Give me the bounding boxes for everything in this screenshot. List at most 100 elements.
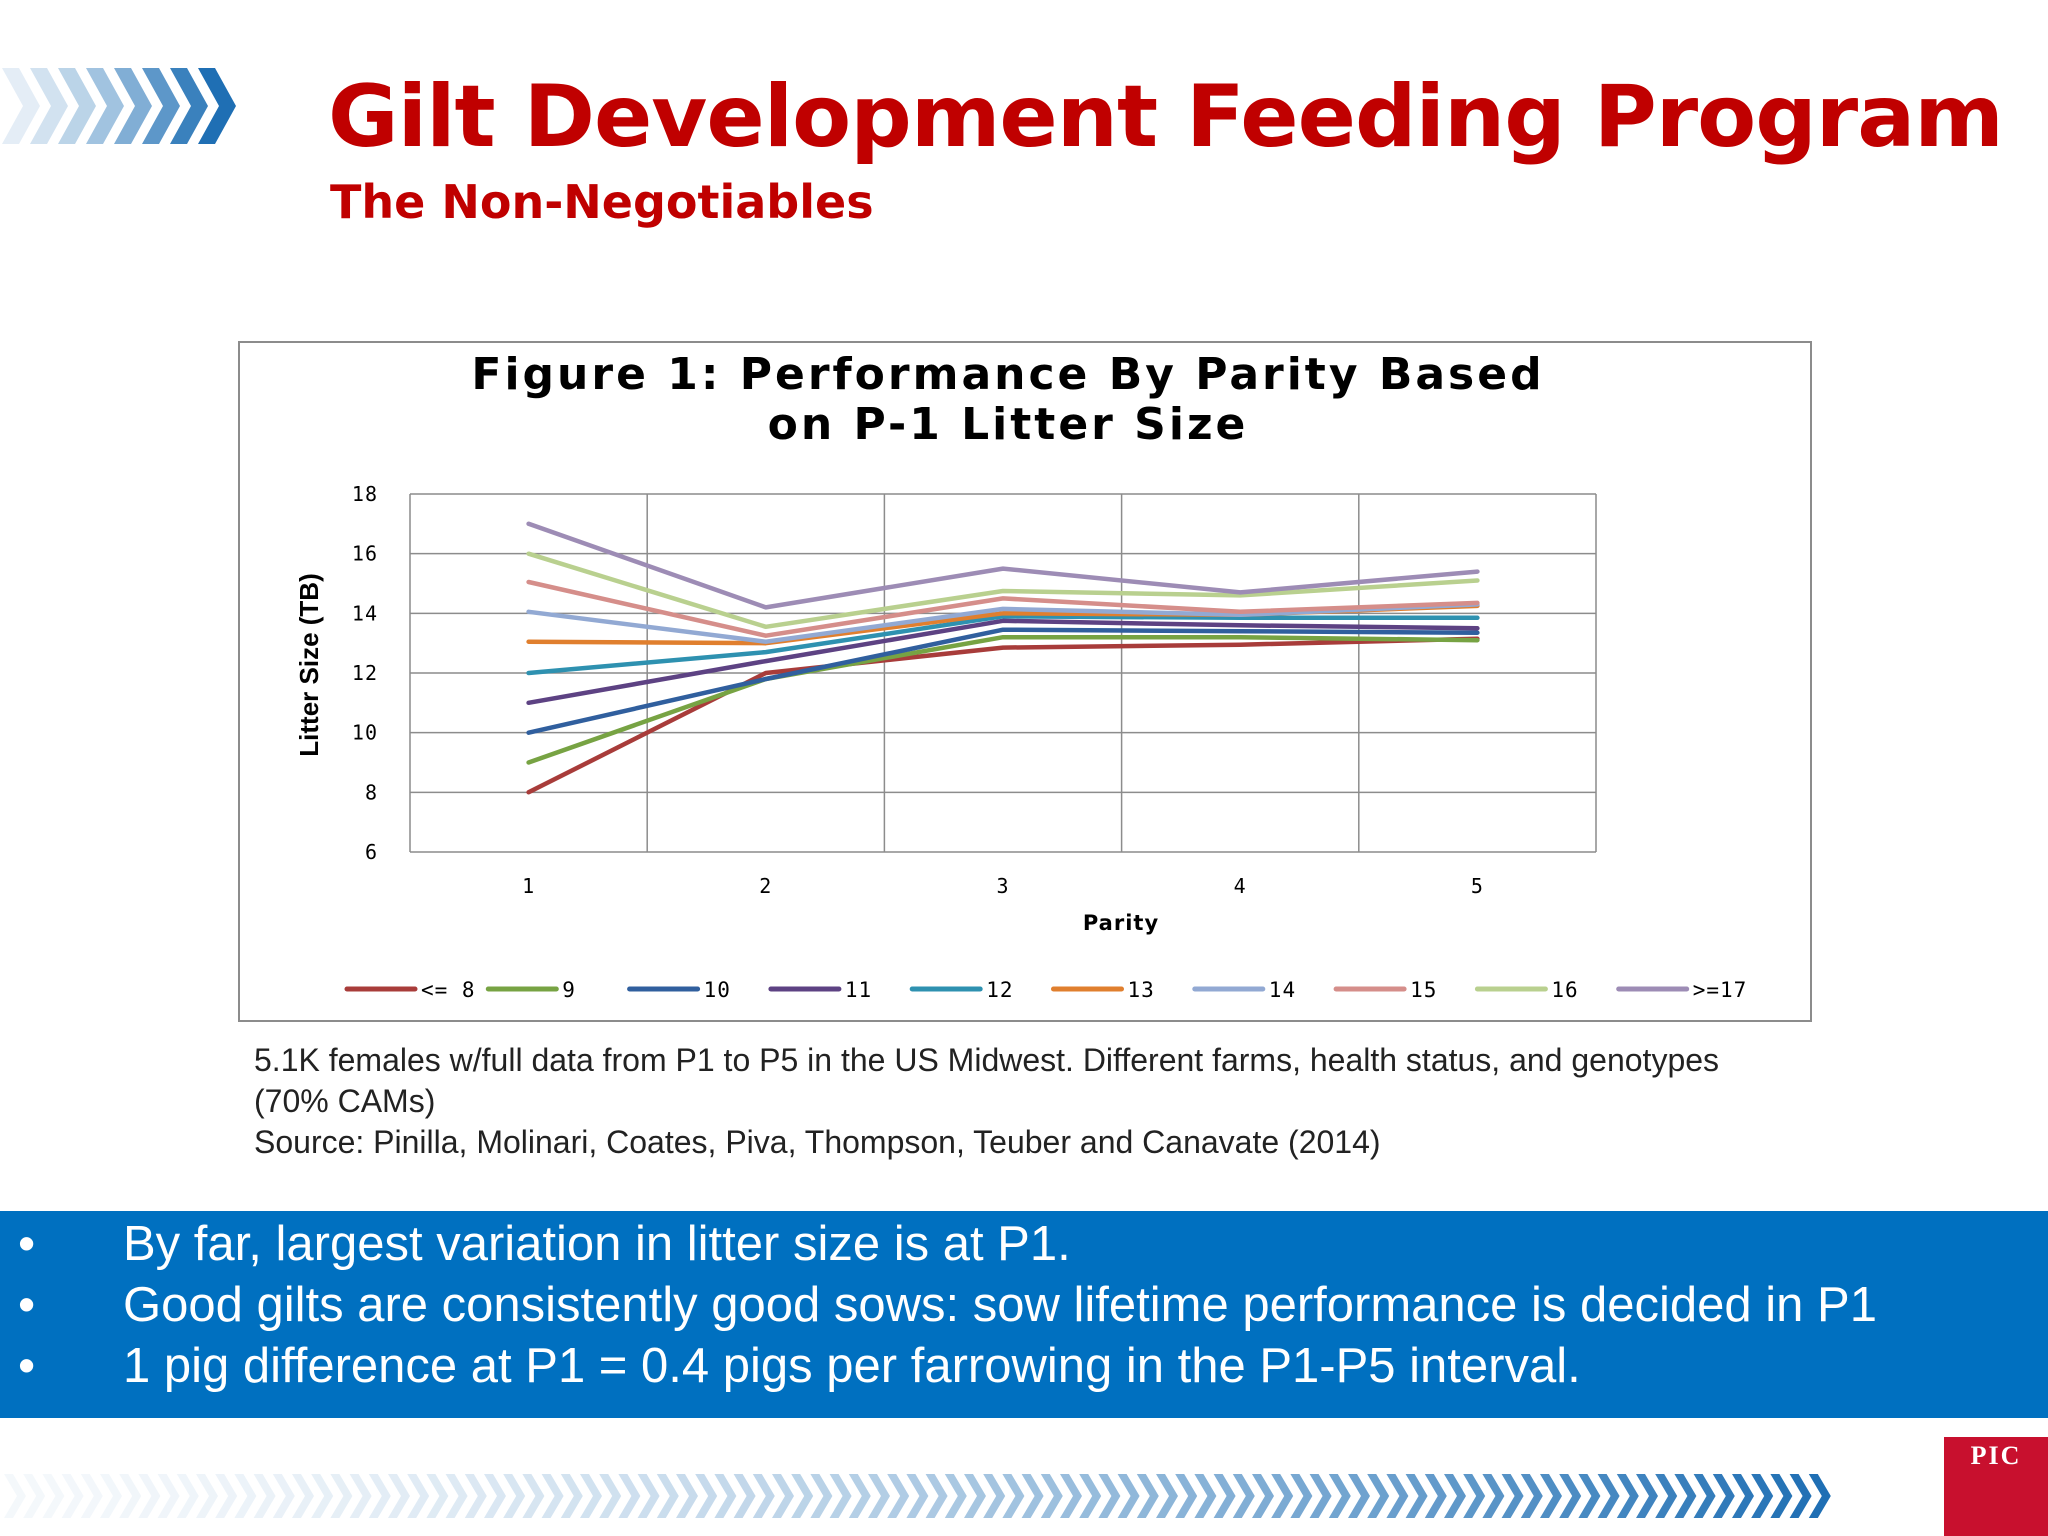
legend-label: 12 — [986, 978, 1013, 1002]
chevron-shape — [157, 1474, 180, 1518]
chevron-shape — [752, 1474, 775, 1518]
chevron-shape — [618, 1474, 641, 1518]
chevron-shape — [656, 1474, 679, 1518]
chevron-shape — [1424, 1474, 1447, 1518]
chevron-shape — [484, 1474, 506, 1518]
legend-label: >=17 — [1693, 978, 1748, 1002]
chevron-shape — [599, 1474, 622, 1518]
y-tick-label: 14 — [352, 601, 378, 625]
chevron-shape — [810, 1474, 833, 1518]
chevron-shape — [1789, 1474, 1812, 1518]
chevron-shape — [23, 1474, 46, 1518]
chevron-shape — [541, 1474, 564, 1518]
chevron-shape — [1693, 1474, 1716, 1518]
key-points-band: • By far, largest variation in litter si… — [0, 1211, 2048, 1418]
chevron-shape — [407, 1474, 430, 1518]
series-line — [526, 551, 1480, 630]
chevron-shape — [1578, 1474, 1601, 1518]
y-tick-label: 18 — [352, 482, 378, 506]
chart-title-line-2: on P-1 Litter Size — [768, 399, 1249, 450]
chevron-shape — [944, 1474, 967, 1518]
footer-chevrons-decoration — [4, 1474, 1831, 1518]
chevron-shape — [1674, 1474, 1697, 1518]
chevron-shape — [522, 1474, 545, 1518]
chevron-shape — [1520, 1474, 1543, 1518]
chevron-shape — [58, 68, 96, 144]
chevron-shape — [464, 1474, 487, 1518]
header-chevrons-decoration — [2, 68, 236, 144]
chevron-shape — [695, 1474, 718, 1518]
chevron-shape — [349, 1474, 372, 1518]
chevron-shape — [215, 1474, 238, 1518]
x-tick-label: 3 — [996, 874, 1009, 898]
chevron-shape — [906, 1474, 929, 1518]
y-tick-label: 8 — [365, 780, 378, 804]
chevron-shape — [1021, 1474, 1044, 1518]
legend-label: 9 — [562, 978, 576, 1002]
chevron-shape — [138, 1474, 161, 1518]
y-axis-ticks: 6 8 10 12 14 16 18 — [352, 482, 378, 864]
chevron-shape — [1559, 1474, 1582, 1518]
chevron-shape — [1156, 1474, 1178, 1518]
chart-caption: 5.1K females w/full data from P1 to P5 i… — [254, 1040, 1914, 1163]
chart-legend: <= 8 9 10 11 12 13 14 15 16 >=17 — [344, 978, 1748, 1002]
chevron-shape — [1309, 1474, 1332, 1518]
chevron-shape — [1060, 1474, 1082, 1518]
chevron-shape — [86, 68, 124, 144]
chevron-shape — [887, 1474, 910, 1518]
bullet-item: • By far, largest variation in litter si… — [0, 1214, 2048, 1274]
series-line — [526, 627, 1480, 735]
chevron-shape — [1463, 1474, 1486, 1518]
x-tick-label: 1 — [522, 874, 535, 898]
line-chart: Figure 1: Performance By Parity Based on… — [294, 349, 1748, 1002]
chevron-shape — [42, 1474, 65, 1518]
chevron-shape — [1367, 1474, 1390, 1518]
pic-logo-text: PIC — [1970, 1441, 2022, 1470]
legend-label: <= 8 — [421, 978, 476, 1002]
bullet-text: By far, largest variation in litter size… — [123, 1217, 1071, 1271]
chevron-shape — [1540, 1474, 1562, 1518]
chevron-shape — [1098, 1474, 1121, 1518]
chevron-shape — [272, 1474, 295, 1518]
chevron-shape — [253, 1474, 276, 1518]
chevron-shape — [1655, 1474, 1678, 1518]
slide-subtitle: The Non-Negotiables — [330, 175, 874, 229]
x-tick-label: 5 — [1471, 874, 1484, 898]
legend-label: 13 — [1128, 978, 1155, 1002]
chevron-shape — [388, 1474, 410, 1518]
chart-frame: Figure 1: Performance By Parity Based on… — [238, 341, 1812, 1022]
chevron-shape — [330, 1474, 353, 1518]
bullet-item: • Good gilts are consistently good sows:… — [0, 1275, 2048, 1335]
chevron-shape — [868, 1474, 890, 1518]
chevron-shape — [80, 1474, 103, 1518]
y-tick-label: 12 — [352, 661, 378, 685]
chevron-shape — [503, 1474, 526, 1518]
chevron-shape — [983, 1474, 1006, 1518]
chevron-shape — [925, 1474, 948, 1518]
chevron-shape — [114, 68, 152, 144]
chevron-shape — [1232, 1474, 1255, 1518]
chart-title-line-1: Figure 1: Performance By Parity Based — [471, 349, 1544, 400]
chevron-shape — [1194, 1474, 1217, 1518]
chevron-shape — [791, 1474, 814, 1518]
chevron-shape — [1002, 1474, 1025, 1518]
bullet-text: 1 pig difference at P1 = 0.4 pigs per fa… — [123, 1339, 1581, 1393]
chevron-shape — [1597, 1474, 1620, 1518]
chevron-shape — [1501, 1474, 1524, 1518]
chevron-shape — [426, 1474, 449, 1518]
legend-label: 14 — [1269, 978, 1296, 1002]
series-line — [526, 634, 1480, 765]
chevron-shape — [61, 1474, 84, 1518]
chevron-shape — [829, 1474, 852, 1518]
chevron-shape — [1252, 1474, 1274, 1518]
chevron-shape — [119, 1474, 142, 1518]
chevron-shape — [30, 68, 68, 144]
chevron-shape — [1444, 1474, 1466, 1518]
chevron-shape — [1040, 1474, 1063, 1518]
series-line — [526, 636, 1480, 795]
bullet-marker: • — [18, 1278, 36, 1332]
chevron-shape — [1348, 1474, 1370, 1518]
chevron-shape — [772, 1474, 794, 1518]
chevron-shape — [1616, 1474, 1639, 1518]
chevron-shape — [2, 68, 40, 144]
